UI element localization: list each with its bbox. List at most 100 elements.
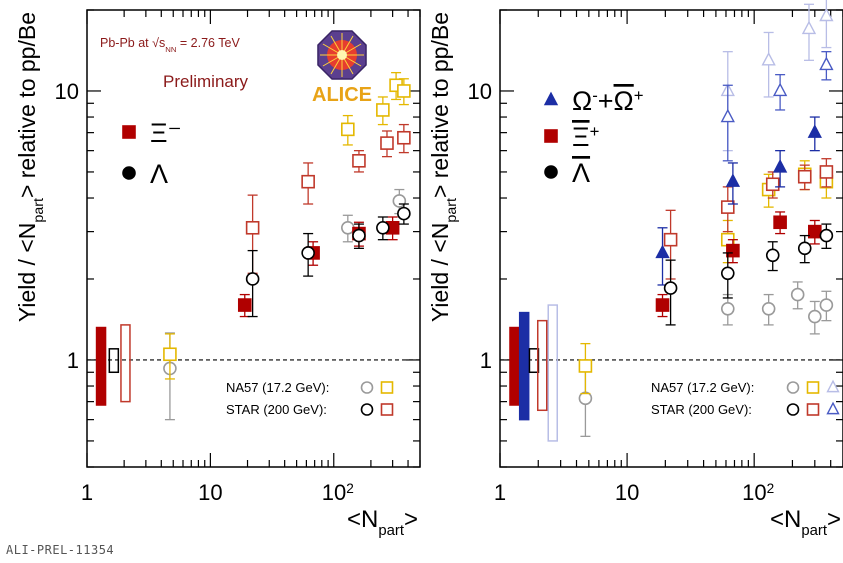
data-point — [819, 298, 834, 312]
legend-label: Ω-+Ω+ — [572, 86, 644, 117]
data-point — [765, 248, 780, 263]
data-point — [397, 84, 411, 98]
reference-legend-label: STAR (200 GeV): — [226, 402, 327, 417]
normalization-box — [120, 324, 131, 403]
data-point — [301, 246, 315, 260]
y-axis-label: Yield / <Npart> relative to pp/Be — [427, 12, 460, 322]
data-point — [819, 228, 834, 243]
data-point — [807, 124, 822, 138]
data-point — [797, 241, 812, 256]
data-point — [808, 224, 822, 239]
series — [245, 123, 411, 274]
data-point — [819, 56, 834, 71]
data-point — [237, 298, 252, 312]
reference-legend-marker — [806, 403, 820, 416]
data-point — [725, 173, 741, 187]
series — [578, 281, 834, 438]
data-point — [655, 244, 670, 259]
legend-label: Λ — [150, 159, 168, 189]
data-point — [720, 301, 735, 316]
reference-legend-marker — [360, 403, 374, 416]
reference-legend-label: STAR (200 GeV): — [651, 402, 752, 417]
axis-ticks — [499, 9, 843, 468]
data-point — [797, 169, 812, 184]
legend-label: Λ — [572, 158, 590, 188]
data-point — [245, 220, 260, 235]
data-point — [341, 220, 355, 235]
data-point — [773, 215, 787, 230]
data-point — [163, 347, 177, 362]
normalization-box — [547, 304, 558, 442]
alice-logo — [317, 30, 367, 80]
series — [720, 51, 834, 162]
series — [720, 0, 834, 152]
data-point — [397, 130, 411, 145]
alice-logo-center — [337, 50, 347, 60]
axis-ticks — [86, 9, 421, 468]
reference-legend-marker — [380, 381, 394, 394]
reference-legend-marker — [826, 401, 840, 415]
reference-legend: NA57 (17.2 GeV): STAR (200 GeV): — [226, 380, 394, 417]
legend-marker — [544, 165, 558, 179]
reference-legend-marker — [360, 381, 374, 394]
legend-marker — [544, 129, 558, 143]
series — [245, 203, 411, 318]
reference-legend-label: NA57 (17.2 GeV): — [226, 380, 329, 395]
x-axis-label: <Npart> — [347, 506, 418, 539]
data-point — [726, 243, 740, 258]
data-point — [376, 220, 390, 235]
x-tick-label: 10 — [198, 480, 222, 505]
data-point — [655, 298, 670, 312]
series — [663, 223, 834, 326]
data-point — [341, 122, 355, 137]
y-tick-label: 1 — [480, 348, 492, 373]
series — [655, 211, 822, 318]
normalization-box — [518, 311, 530, 421]
legend: Ω-+Ω+ Ξ+ Λ — [543, 86, 644, 188]
legend-marker — [122, 125, 136, 139]
preliminary-label: Preliminary — [163, 72, 249, 91]
data-point — [801, 20, 817, 35]
series — [163, 71, 411, 380]
data-point — [808, 309, 822, 324]
data-point — [663, 281, 678, 295]
data-point — [819, 165, 834, 179]
series — [655, 116, 822, 286]
normalization-box — [509, 326, 520, 406]
data-point — [765, 177, 780, 192]
legend-label: Ξ+ — [572, 122, 599, 153]
data-point — [761, 51, 776, 66]
reference-legend: NA57 (17.2 GeV): STAR (200 GeV): — [651, 379, 840, 417]
reference-legend-marker — [786, 381, 800, 394]
legend: Ξ⁻ Λ — [122, 118, 182, 189]
data-point — [578, 359, 593, 373]
panel-right: 1 10 102 1 10 <Npart> Yield / <Npart> relative… — [427, 0, 843, 539]
series — [237, 216, 400, 318]
x-axis-label: <Npart> — [770, 506, 841, 539]
legend-marker — [122, 166, 136, 180]
data-point — [376, 103, 390, 117]
reference-legend-marker — [826, 379, 840, 393]
y-tick-label: 1 — [67, 348, 79, 373]
y-axis-label: Yield / <Npart> relative to pp/Be — [14, 12, 47, 322]
data-point — [772, 82, 788, 97]
figure-id: ALI-PREL-11354 — [6, 543, 115, 557]
x-tick-label: 102 — [322, 480, 354, 505]
reference-legend-label: NA57 (17.2 GeV): — [651, 380, 754, 395]
normalization-box — [95, 326, 107, 406]
y-tick-label: 10 — [468, 79, 492, 104]
data-point — [352, 154, 366, 168]
x-tick-label: 1 — [494, 480, 506, 505]
series — [578, 160, 834, 395]
data-point — [790, 287, 805, 302]
x-tick-label: 102 — [742, 480, 774, 505]
panel-left: 1 10 102 1 10 <Npart> Yield / <Npart> relative… — [14, 9, 421, 539]
normalization-box — [536, 319, 548, 412]
legend-marker — [543, 91, 559, 106]
alice-logo-text: ALICE — [312, 84, 372, 106]
data-point — [819, 7, 834, 22]
series — [663, 158, 834, 280]
data-point — [720, 200, 735, 214]
plot-frame — [86, 9, 421, 468]
